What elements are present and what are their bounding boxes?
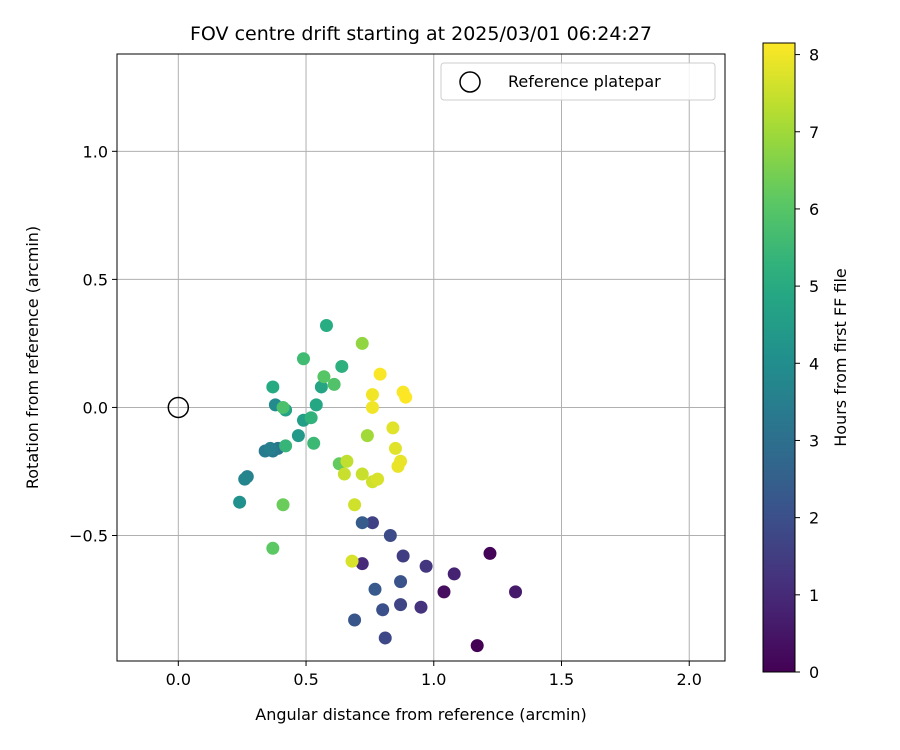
data-point	[266, 541, 280, 555]
legend-box	[440, 62, 716, 101]
data-point	[365, 400, 379, 414]
data-point	[483, 546, 497, 560]
data-point	[365, 388, 379, 402]
points-layer	[233, 318, 523, 653]
data-point	[386, 421, 400, 435]
colorbar-tick-label: 6	[809, 200, 819, 219]
data-point	[307, 436, 321, 450]
data-point	[414, 600, 428, 614]
plot-frame	[116, 53, 726, 662]
data-point	[345, 554, 359, 568]
data-point	[304, 411, 318, 425]
data-point	[348, 613, 362, 627]
data-point	[360, 429, 374, 443]
data-point	[419, 559, 433, 573]
data-point	[276, 498, 290, 512]
data-point	[470, 639, 484, 653]
y-tick-label: 0.0	[83, 398, 108, 417]
colorbar-label: Hours from first FF file	[831, 268, 850, 447]
legend-entry-reference: Reference platepar	[508, 72, 661, 91]
data-point	[314, 380, 328, 394]
data-point	[383, 529, 397, 543]
data-point	[365, 516, 379, 530]
data-point	[266, 380, 280, 394]
plot-area	[116, 53, 726, 662]
colorbar-tick-label: 5	[809, 277, 819, 296]
data-point	[373, 367, 387, 381]
colorbar-tick-label: 4	[809, 354, 819, 373]
data-point	[309, 398, 323, 412]
y-axis-ticks: −0.5 0.0 0.5 1.0	[69, 142, 117, 546]
data-point	[368, 582, 382, 596]
data-point	[319, 318, 333, 332]
data-point	[291, 429, 305, 443]
x-tick-label: 1.5	[549, 670, 574, 689]
data-point	[394, 598, 408, 612]
colorbar-tick-label: 0	[809, 663, 819, 682]
data-point	[355, 467, 369, 481]
data-point	[355, 516, 369, 530]
data-point	[388, 441, 402, 455]
data-point	[348, 498, 362, 512]
data-point	[391, 459, 405, 473]
data-point	[317, 370, 331, 384]
data-point	[340, 454, 354, 468]
legend-marker-icon	[459, 71, 481, 93]
data-point	[337, 467, 351, 481]
colorbar-tick-label: 1	[809, 586, 819, 605]
data-point	[399, 390, 413, 404]
y-axis-label: Rotation from reference (arcmin)	[23, 226, 42, 489]
data-point	[355, 557, 369, 571]
colorbar-tick-label: 7	[809, 123, 819, 142]
colorbar: 0 1 2 3 4 5 6 7 8 Hours from first FF file	[762, 42, 850, 682]
chart-title: FOV centre drift starting at 2025/03/01 …	[190, 23, 652, 45]
reference-marker	[167, 396, 190, 419]
legend: Reference platepar	[440, 62, 716, 101]
data-point	[276, 400, 290, 414]
colorbar-tick-label: 8	[809, 46, 819, 65]
data-point	[396, 549, 410, 563]
data-point	[376, 603, 390, 617]
data-point	[233, 495, 247, 509]
y-tick-label: 0.5	[83, 270, 108, 289]
y-tick-label: −0.5	[69, 527, 108, 546]
data-point	[327, 377, 341, 391]
data-point	[263, 441, 277, 455]
colorbar-gradient	[763, 43, 795, 672]
y-tick-label: 1.0	[83, 142, 108, 161]
data-point	[355, 336, 369, 350]
data-point	[296, 352, 310, 366]
colorbar-tick-label: 3	[809, 431, 819, 450]
data-point	[394, 575, 408, 589]
data-point	[371, 472, 385, 486]
data-point	[335, 359, 349, 373]
x-tick-label: 0.5	[293, 670, 318, 689]
colorbar-frame	[762, 42, 796, 673]
x-tick-label: 2.0	[677, 670, 702, 689]
data-point	[279, 439, 293, 453]
data-point	[238, 472, 252, 486]
data-point	[437, 585, 451, 599]
data-point	[509, 585, 523, 599]
plot-background	[117, 54, 725, 661]
x-tick-label: 0.0	[166, 670, 191, 689]
colorbar-tick-label: 2	[809, 509, 819, 528]
x-tick-label: 1.0	[421, 670, 446, 689]
data-point	[447, 567, 461, 581]
x-axis-label: Angular distance from reference (arcmin)	[255, 705, 586, 724]
colorbar-ticks: 0 1 2 3 4 5 6 7 8	[795, 46, 819, 682]
x-axis-ticks: 0.0 0.5 1.0 1.5 2.0	[166, 661, 702, 689]
data-point	[378, 631, 392, 645]
